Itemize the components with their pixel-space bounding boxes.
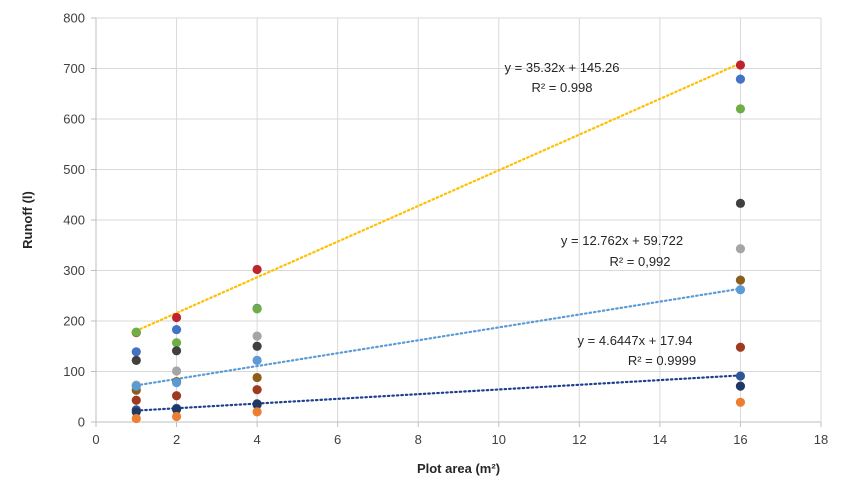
data-point <box>131 407 141 417</box>
data-point <box>252 355 262 365</box>
data-point <box>171 366 182 376</box>
data-point <box>252 264 262 275</box>
data-point <box>131 381 141 391</box>
data-point <box>171 378 182 388</box>
y-tick-label: 200 <box>63 314 85 329</box>
data-point <box>735 104 746 114</box>
data-point <box>735 74 746 84</box>
data-point <box>171 391 182 401</box>
y-tick-label: 400 <box>63 213 85 228</box>
data-point <box>735 381 746 391</box>
trendline-r2: R² = 0.9999 <box>628 353 696 368</box>
data-point <box>171 324 182 335</box>
x-tick-label: 0 <box>92 432 99 447</box>
gridlines <box>96 17 822 422</box>
trendline-1 <box>135 62 742 332</box>
trendline-equation: y = 12.762x + 59.722 <box>561 233 683 248</box>
data-point <box>171 411 182 422</box>
trendline-equation: y = 4.6447x + 17.94 <box>578 333 693 348</box>
axes <box>91 17 822 427</box>
data-point <box>171 312 182 323</box>
trendline-equations: y = 35.32x + 145.26 R² = 0.998 y = 12.762x… <box>505 60 697 368</box>
data-point <box>735 60 746 70</box>
data-point <box>131 355 141 365</box>
x-tick-label: 14 <box>653 432 667 447</box>
y-tick-label: 500 <box>63 162 85 177</box>
y-tick-labels: 0 100 200 300 400 500 600 700 800 <box>63 11 85 430</box>
x-tick-label: 12 <box>572 432 586 447</box>
y-tick-label: 800 <box>63 11 85 26</box>
x-tick-label: 4 <box>253 432 260 447</box>
data-point <box>131 413 141 424</box>
data-point <box>131 327 141 337</box>
x-tick-label: 2 <box>173 432 180 447</box>
data-point <box>735 198 746 208</box>
trendlines <box>135 62 742 412</box>
data-point <box>252 372 262 383</box>
trendline-equation: y = 35.32x + 145.26 <box>505 60 620 75</box>
y-tick-label: 0 <box>78 415 85 430</box>
trendline-r2: R² = 0.998 <box>531 80 592 95</box>
data-point <box>171 404 182 414</box>
data-point <box>252 385 262 395</box>
data-points <box>131 60 746 424</box>
y-tick-label: 300 <box>63 263 85 278</box>
data-point <box>252 399 262 409</box>
trendline-2 <box>135 287 742 387</box>
data-point <box>735 275 746 285</box>
x-tick-label: 6 <box>334 432 341 447</box>
trendline-r2: R² = 0,992 <box>609 254 670 269</box>
x-tick-labels: 0 2 4 6 8 10 12 14 16 18 <box>92 432 828 447</box>
data-point <box>171 346 182 356</box>
x-tick-label: 16 <box>733 432 747 447</box>
x-axis-title: Plot area (m²) <box>417 461 500 476</box>
x-tick-label: 10 <box>492 432 506 447</box>
data-point <box>735 371 746 381</box>
data-point <box>131 395 141 405</box>
y-axis-title: Runoff (l) <box>20 191 35 249</box>
data-point <box>735 397 746 407</box>
x-tick-label: 18 <box>814 432 828 447</box>
data-point <box>252 304 262 314</box>
data-point <box>252 341 262 351</box>
data-point <box>252 331 262 341</box>
data-point <box>131 347 141 357</box>
data-point <box>252 407 262 417</box>
data-point <box>735 342 746 352</box>
data-point <box>735 285 746 295</box>
y-tick-label: 100 <box>63 364 85 379</box>
y-tick-label: 600 <box>63 112 85 127</box>
data-point <box>171 338 182 348</box>
trendline-3 <box>135 374 742 412</box>
x-tick-label: 8 <box>415 432 422 447</box>
data-point <box>735 244 746 254</box>
y-tick-label: 700 <box>63 61 85 76</box>
